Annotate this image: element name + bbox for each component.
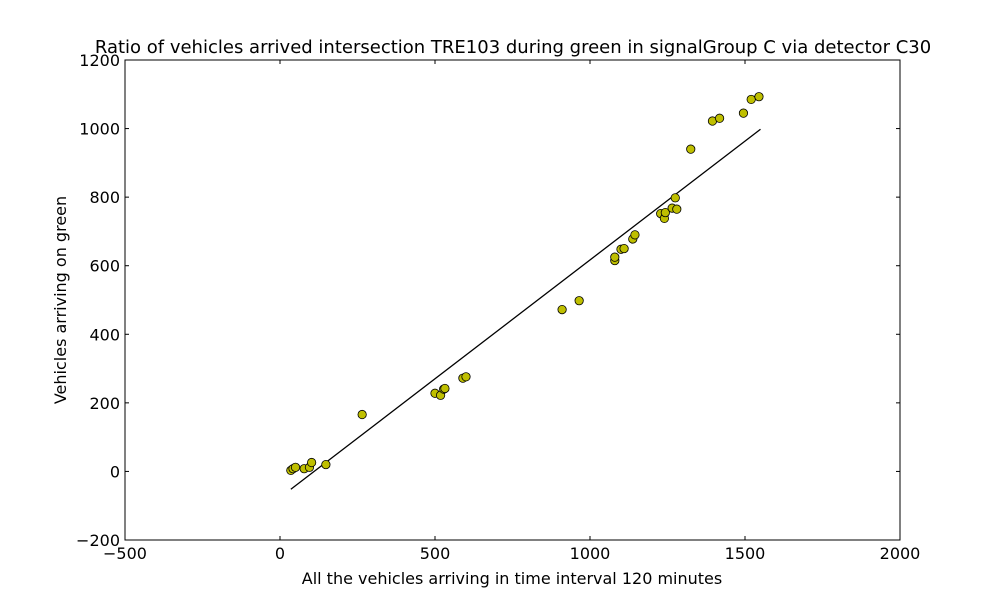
data-point — [557, 304, 567, 315]
y-tick-label: 1200 — [79, 51, 120, 70]
y-tick-label: −200 — [76, 531, 120, 550]
x-tick-label: 1500 — [725, 544, 766, 563]
x-tick-label: 500 — [420, 544, 451, 563]
data-point — [754, 92, 764, 102]
y-tick-label: 400 — [89, 325, 120, 344]
chart-title: Ratio of vehicles arrived intersection T… — [95, 37, 931, 58]
data-point — [738, 108, 749, 118]
x-tick-label: 2000 — [880, 544, 921, 563]
x-tick-label: 0 — [275, 544, 285, 563]
data-point — [574, 296, 584, 306]
data-point — [290, 462, 301, 472]
axis-ticks: −500 0 500 1000 1500 2000 −200 0 200 400 600 800 100… — [76, 51, 920, 563]
x-tick-label: 1000 — [570, 544, 611, 563]
y-tick-label: 600 — [89, 257, 120, 276]
y-tick-label: 200 — [89, 394, 120, 413]
x-tick-label: −500 — [103, 544, 147, 563]
fit-line-group — [290, 128, 761, 490]
y-tick-label: 800 — [89, 188, 120, 207]
data-point — [440, 383, 450, 394]
data-point — [686, 144, 696, 154]
data-point — [610, 252, 620, 262]
plot-area — [124, 59, 901, 541]
y-tick-label: 1000 — [79, 120, 120, 139]
data-point — [746, 94, 756, 105]
fit-line — [290, 128, 761, 490]
data-point — [357, 409, 367, 420]
data-point — [670, 193, 680, 203]
data-point — [307, 457, 317, 468]
data-point — [714, 113, 725, 123]
data-point — [461, 372, 471, 382]
data-point — [672, 204, 682, 214]
data-point — [660, 207, 670, 218]
data-points — [286, 92, 764, 475]
data-point — [619, 243, 629, 254]
y-axis-label: Vehicles arriving on green — [51, 196, 70, 404]
y-tick-label: 0 — [110, 462, 120, 481]
data-point — [630, 230, 640, 240]
x-axis-label: All the vehicles arriving in time interv… — [302, 569, 722, 588]
data-point — [321, 459, 331, 470]
